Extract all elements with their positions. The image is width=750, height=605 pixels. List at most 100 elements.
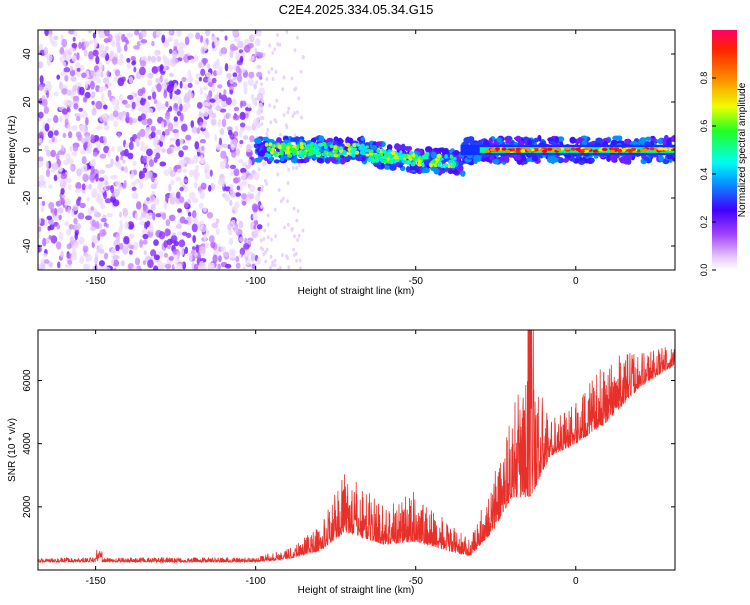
- spectrogram-cell: [58, 214, 62, 221]
- spectrogram-cell: [180, 247, 185, 257]
- spectrogram-cell: [137, 88, 144, 97]
- spectrogram-cell: [261, 99, 265, 104]
- spectrogram-cell: [286, 110, 290, 115]
- spectrogram-cell: [274, 234, 278, 239]
- spectrogram-cell: [139, 181, 144, 190]
- colorbar-label: Normalized spectral amplitude: [737, 82, 748, 217]
- spectrogram-cell: [119, 53, 124, 60]
- colorbar-ticks: 0.0 0.2 0.4 0.6 0.8: [699, 72, 716, 276]
- spectrogram-cell: [113, 161, 120, 167]
- spectrogram-cell: [274, 69, 278, 74]
- spectrogram-cell: [138, 171, 146, 179]
- spectrogram-cell: [81, 183, 86, 191]
- colorbar: 0.0 0.2 0.4 0.6 0.8 Normalized spectral ampl…: [699, 30, 748, 276]
- spectrogram-cell: [98, 260, 105, 267]
- spectrogram-cell: [122, 159, 126, 164]
- spectrogram-cell: [176, 263, 183, 270]
- spectrogram-cell: [302, 55, 305, 60]
- spectrogram-cell: [257, 52, 264, 59]
- spectrogram-cell: [616, 135, 623, 141]
- spectrogram-cell: [284, 123, 288, 128]
- spectrogram-cell: [119, 220, 123, 226]
- spectrogram-cell: [323, 145, 328, 149]
- spectrogram-cell: [202, 58, 207, 66]
- spectrogram-cell: [38, 216, 42, 226]
- spectrogram-cell: [265, 77, 269, 82]
- spectrogram-cell: [124, 103, 131, 109]
- spectrogram-cell: [90, 165, 95, 174]
- spectrogram-cell: [153, 179, 159, 185]
- spectrogram-cell: [211, 222, 219, 229]
- spectrogram-cell: [229, 190, 237, 198]
- spectrogram-cell: [569, 136, 576, 144]
- spectrogram-cell: [64, 118, 69, 126]
- spectrogram-cell: [134, 178, 141, 184]
- spectrogram-cell: [238, 68, 242, 77]
- spectrogram-cell: [253, 83, 257, 90]
- snr-xlabel: Height of straight line (km): [298, 585, 415, 596]
- spectrogram-cell: [340, 157, 346, 165]
- spectrogram-cell: [323, 150, 328, 154]
- spectrogram-cell: [306, 143, 311, 148]
- spectrogram-cell: [355, 150, 360, 155]
- spectrogram-cell: [295, 218, 299, 223]
- spectrogram-cell: [200, 182, 207, 190]
- spectrogram-cell: [463, 137, 470, 144]
- spectrogram-cell: [66, 89, 72, 96]
- spectrogram-cell: [69, 236, 75, 245]
- spectrogram-cell: [227, 144, 231, 150]
- spectrogram-cell: [244, 255, 249, 262]
- spectrogram-cell: [87, 30, 92, 33]
- spectrogram-cell: [182, 145, 189, 151]
- spectrogram-cell: [133, 241, 139, 251]
- spectrogram-cell: [414, 154, 418, 159]
- spectrogram-cell: [601, 147, 607, 151]
- spectrogram-cell: [106, 70, 110, 78]
- spectrogram-panel: -150 -100 -50 0 -40 -20 0 20 40 Height of straig…: [7, 29, 676, 297]
- spectrogram-cell: [285, 145, 290, 150]
- spectrogram-cell: [169, 30, 173, 34]
- spectrogram-cell: [237, 176, 241, 183]
- spectrogram-cell: [199, 138, 207, 144]
- spectrogram-cell: [159, 134, 166, 143]
- spectrogram-cell: [270, 237, 273, 242]
- spectrogram-cell: [91, 235, 98, 244]
- spectrogram-cell: [244, 44, 251, 53]
- spectrogram-cell: [194, 79, 200, 85]
- spectrogram-cell: [229, 164, 236, 170]
- spectrogram-cell: [67, 206, 71, 214]
- x-tick-label: -100: [246, 576, 266, 587]
- spectrogram-cell: [140, 39, 148, 44]
- spectrogram-cell: [347, 147, 352, 152]
- spectrogram-cell: [266, 213, 270, 218]
- spectrogram-cell: [85, 117, 89, 126]
- spectrogram-cell: [178, 42, 186, 49]
- spectrogram-cell: [259, 238, 263, 243]
- spectrogram-cell: [201, 145, 205, 151]
- spectrogram-cell: [61, 193, 66, 199]
- spectrogram-cell: [296, 238, 300, 243]
- spectrogram-cell: [350, 149, 354, 154]
- spectrogram-cell: [209, 169, 213, 177]
- spectrogram-cell: [235, 262, 241, 269]
- spectrogram-cell: [123, 44, 128, 52]
- spectrogram-cell: [208, 235, 215, 243]
- colorbar-tick-label: 0.8: [699, 72, 709, 85]
- spectrogram-cell: [216, 69, 223, 76]
- spectrogram-cell: [286, 150, 290, 155]
- spectrogram-cell: [68, 184, 72, 190]
- spectrogram-cell: [129, 136, 134, 143]
- spectrogram-cell: [134, 100, 141, 108]
- spectrogram-cell: [186, 77, 193, 83]
- spectrogram-axes: -150 -100 -50 0 -40 -20 0 20 40: [22, 30, 675, 287]
- spectrogram-cell: [100, 203, 105, 210]
- spectrogram-cell: [254, 97, 258, 102]
- spectrogram-cell: [145, 106, 150, 114]
- spectrogram-cell: [237, 74, 243, 83]
- spectrogram-cell: [267, 70, 271, 75]
- spectrogram-cell: [120, 166, 125, 172]
- spectrogram-cell: [298, 163, 302, 168]
- spectrogram-cell: [53, 130, 59, 136]
- spectrogram-cell: [174, 164, 182, 170]
- spectrogram-cell: [172, 50, 177, 59]
